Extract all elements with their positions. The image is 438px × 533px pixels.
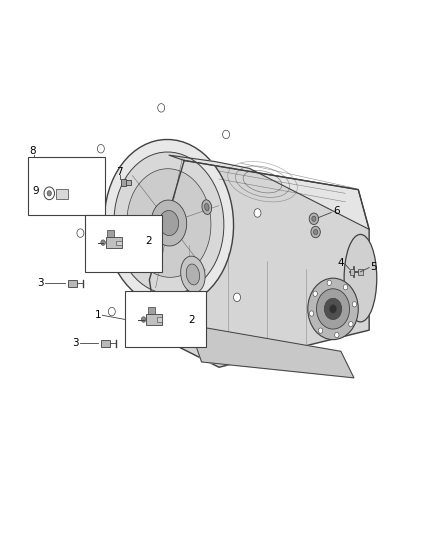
Circle shape [223, 130, 230, 139]
Circle shape [233, 293, 240, 302]
Circle shape [318, 328, 323, 333]
Circle shape [312, 216, 316, 221]
Circle shape [101, 240, 106, 245]
Text: 9: 9 [33, 185, 39, 196]
Circle shape [314, 230, 318, 235]
Circle shape [327, 280, 332, 286]
Ellipse shape [127, 169, 211, 277]
Bar [106, 237, 122, 248]
Ellipse shape [180, 256, 205, 293]
Circle shape [324, 298, 342, 319]
Bar [67, 280, 77, 287]
Circle shape [349, 321, 353, 327]
Bar [85, 215, 162, 272]
Bar [28, 157, 105, 215]
Text: 1: 1 [95, 310, 102, 320]
Circle shape [77, 229, 84, 237]
Bar [146, 314, 162, 325]
Text: 4: 4 [338, 258, 344, 268]
Text: 3: 3 [37, 278, 44, 288]
Ellipse shape [344, 235, 377, 322]
Polygon shape [188, 325, 354, 378]
Ellipse shape [202, 200, 212, 214]
Circle shape [254, 209, 261, 217]
Circle shape [309, 213, 318, 224]
Circle shape [158, 103, 165, 112]
Bar [116, 240, 122, 245]
Text: 2: 2 [188, 314, 195, 325]
Text: 2: 2 [145, 236, 152, 246]
Circle shape [313, 291, 318, 296]
Text: 6: 6 [333, 206, 340, 216]
Text: 3: 3 [72, 338, 79, 349]
Circle shape [47, 191, 51, 196]
Text: 8: 8 [30, 146, 36, 156]
Bar [125, 292, 206, 347]
Circle shape [44, 187, 54, 200]
Circle shape [317, 289, 350, 329]
Ellipse shape [151, 200, 187, 246]
Ellipse shape [114, 152, 224, 294]
Bar [107, 230, 114, 237]
Polygon shape [149, 160, 369, 367]
Text: 5: 5 [370, 262, 377, 271]
Text: 7: 7 [117, 167, 123, 177]
Bar [101, 340, 110, 347]
Circle shape [309, 311, 314, 316]
Circle shape [97, 144, 104, 153]
Circle shape [352, 302, 357, 307]
Ellipse shape [159, 211, 179, 236]
Circle shape [141, 317, 146, 322]
Ellipse shape [205, 204, 209, 211]
Circle shape [108, 308, 115, 316]
Circle shape [173, 334, 180, 342]
Bar [121, 180, 126, 186]
Bar [56, 189, 68, 199]
Circle shape [308, 278, 358, 340]
Circle shape [343, 285, 348, 290]
Bar [358, 269, 363, 275]
Bar [157, 318, 162, 321]
Ellipse shape [186, 264, 200, 285]
Bar [148, 307, 155, 314]
Bar [123, 180, 131, 185]
Circle shape [329, 305, 336, 313]
Ellipse shape [104, 140, 233, 306]
Polygon shape [169, 155, 369, 229]
Circle shape [311, 227, 320, 238]
Circle shape [335, 333, 339, 338]
Bar [350, 269, 354, 275]
